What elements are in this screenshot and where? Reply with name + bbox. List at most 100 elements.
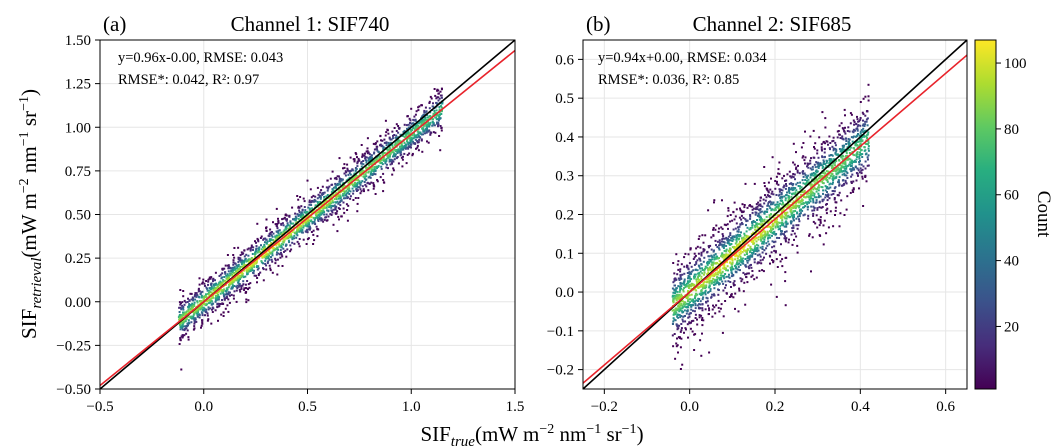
- panel-b-point: [698, 306, 700, 309]
- panel-b-point: [827, 193, 830, 196]
- panel-b-point: [796, 251, 799, 254]
- panel-b-point: [739, 255, 742, 258]
- panel-a-point: [249, 249, 252, 252]
- panel-b-point: [708, 351, 711, 354]
- panel-a-point: [312, 194, 315, 197]
- panel-a-point: [440, 94, 443, 97]
- panel-a-point: [338, 179, 341, 181]
- panel-a-point: [311, 222, 314, 225]
- panel-a-point: [385, 157, 388, 160]
- panel-b-point: [787, 199, 790, 202]
- panel-b-point: [741, 257, 744, 260]
- panel-a-point: [305, 212, 308, 215]
- panel-b-point: [712, 250, 715, 253]
- panel-b-point: [737, 228, 740, 231]
- panel-a-point: [246, 273, 249, 275]
- panel-a-x-tick-label: 1.0: [402, 399, 421, 415]
- panel-b-point: [861, 111, 864, 114]
- panel-b-point: [722, 247, 725, 249]
- panel-b-point: [817, 167, 820, 169]
- panel-b-point: [867, 147, 870, 150]
- panel-a-point: [436, 121, 438, 124]
- panel-b-point: [832, 225, 835, 228]
- panel-b-point: [718, 248, 721, 251]
- panel-a-point: [263, 243, 266, 246]
- panel-b-point: [819, 216, 822, 219]
- panel-b-point: [753, 182, 756, 185]
- panel-b-point: [856, 140, 859, 143]
- panel-a-point: [250, 266, 253, 269]
- panel-b-point: [857, 174, 859, 177]
- panel-a-point: [429, 133, 432, 136]
- panel-a-point: [376, 149, 379, 152]
- panel-b-point: [687, 302, 690, 305]
- panel-a-point: [354, 181, 356, 184]
- panel-b-point: [753, 261, 756, 264]
- panel-a-point: [200, 300, 203, 302]
- panel-b-point: [677, 308, 679, 311]
- panel-b-point: [678, 290, 681, 293]
- panel-b-point: [761, 240, 764, 243]
- panel-b-point: [852, 131, 855, 134]
- panel-b-point: [760, 238, 762, 241]
- panel-b-point: [832, 170, 834, 172]
- panel-b-point: [836, 194, 839, 197]
- panel-a-x-tick-label: 0.5: [298, 399, 317, 415]
- panel-b-point: [751, 274, 754, 277]
- panel-a-point: [295, 217, 298, 220]
- panel-b-point: [843, 214, 846, 216]
- panel-a-point: [356, 185, 358, 188]
- panel-a-point: [298, 209, 301, 212]
- panel-b-point: [797, 224, 800, 227]
- panel-b-point: [756, 254, 759, 257]
- panel-b-point: [821, 186, 824, 189]
- panel-a-point: [237, 275, 240, 278]
- panel-a-point: [221, 299, 223, 301]
- panel-a-point: [214, 289, 217, 292]
- panel-b-point: [702, 250, 705, 253]
- panel-b-point: [731, 261, 734, 264]
- panel-a-point: [297, 242, 300, 245]
- panel-a-point: [412, 127, 415, 129]
- panel-b-point: [845, 170, 848, 173]
- panel-a-point: [227, 264, 230, 267]
- panel-b-point: [757, 249, 760, 252]
- panel-b-point: [736, 261, 738, 264]
- panel-a-point: [194, 318, 197, 321]
- panel-a-point: [397, 162, 400, 165]
- panel-a-point: [338, 157, 341, 160]
- panel-b-point: [715, 257, 718, 260]
- panel-b-point: [681, 300, 684, 303]
- panel-a-point: [218, 304, 221, 307]
- panel-b-point: [751, 205, 754, 208]
- panel-a-point: [253, 265, 256, 268]
- panel-a-point: [233, 266, 236, 269]
- panel-a-point: [219, 284, 222, 287]
- panel-b-point: [767, 202, 770, 205]
- panel-b-point: [815, 196, 818, 199]
- panel-a-point: [181, 316, 184, 319]
- panel-b-point: [771, 228, 774, 230]
- panel-b-point: [744, 264, 747, 267]
- panel-a-point: [392, 160, 395, 163]
- panel-b-point: [766, 230, 769, 233]
- panel-b-point: [679, 270, 682, 273]
- panel-a-point: [310, 201, 313, 203]
- panel-a-point: [336, 175, 339, 178]
- panel-a-point: [293, 234, 296, 237]
- panel-b-point: [716, 261, 719, 264]
- panel-b-point: [721, 280, 724, 283]
- panel-a-point: [330, 195, 333, 198]
- panel-b-point: [681, 304, 684, 307]
- panel-a-point: [294, 215, 297, 218]
- panel-a-point: [299, 216, 302, 219]
- panel-a-point: [358, 186, 361, 189]
- panel-a-point: [262, 238, 265, 241]
- panel-a-point: [412, 141, 415, 144]
- panel-b-point: [867, 131, 870, 134]
- panel-b-point: [746, 257, 749, 259]
- panel-b-point: [775, 175, 778, 178]
- panel-a-point: [348, 180, 351, 183]
- panel-a-point: [198, 313, 201, 316]
- panel-b-point: [785, 217, 788, 220]
